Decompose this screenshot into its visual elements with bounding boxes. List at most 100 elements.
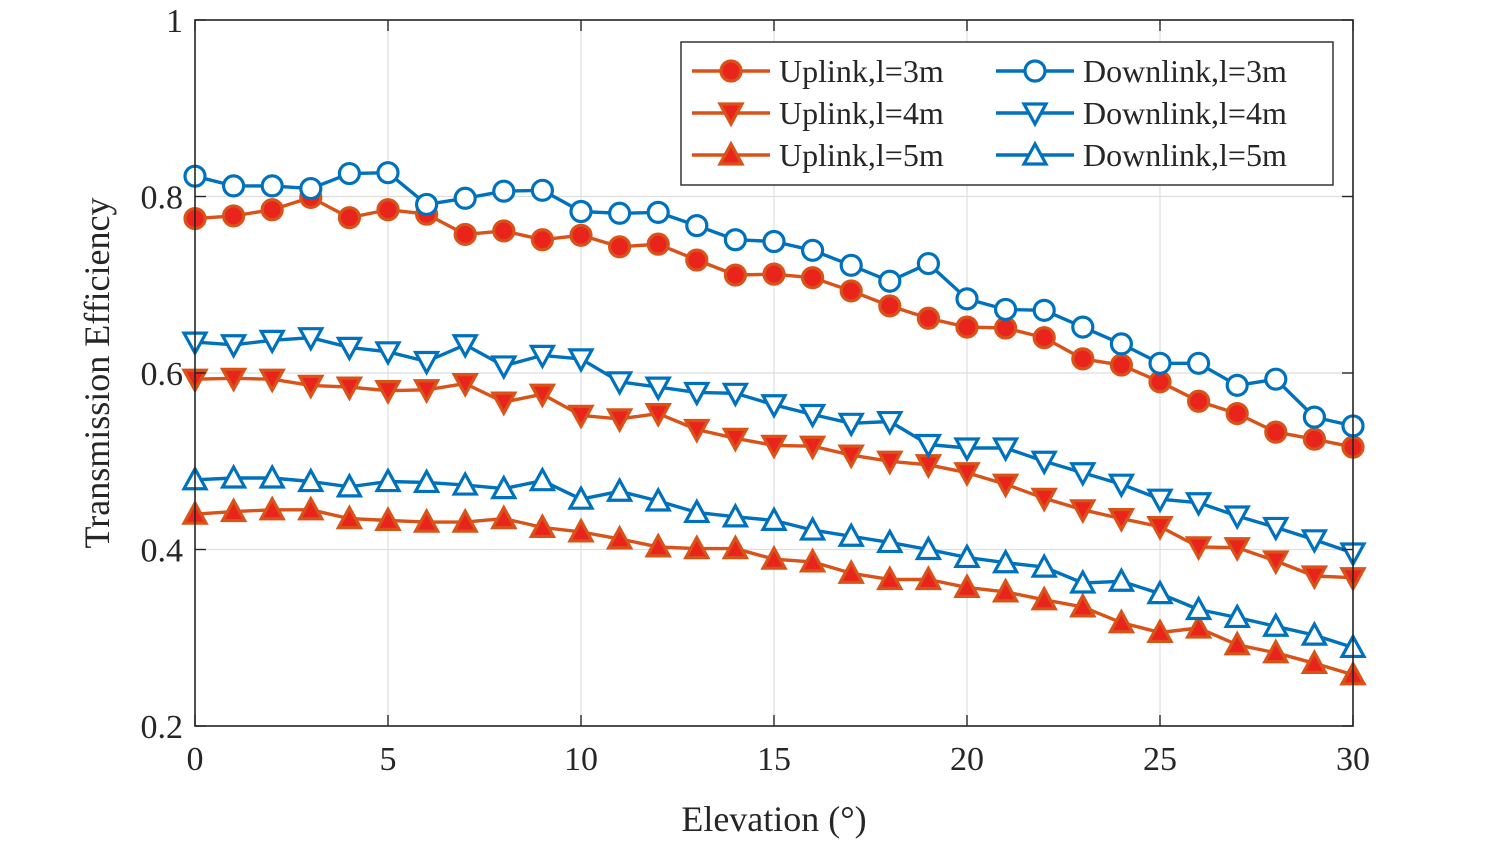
data-point-uplink-l-3m bbox=[1264, 420, 1288, 444]
data-point-uplink-l-4m bbox=[297, 374, 325, 400]
data-point-downlink-l-5m bbox=[760, 506, 788, 531]
data-point-downlink-l-4m bbox=[1223, 505, 1251, 531]
data-point-downlink-l-3m bbox=[685, 214, 709, 238]
data-point-uplink-l-5m bbox=[451, 507, 479, 533]
data-point-downlink-l-3m bbox=[1302, 405, 1327, 429]
series-uplink-l-4m bbox=[181, 367, 1367, 593]
series-downlink-l-4m bbox=[181, 327, 1367, 568]
data-point-downlink-l-5m bbox=[605, 476, 634, 502]
data-point-uplink-l-3m bbox=[1109, 353, 1134, 377]
data-point-uplink-l-4m bbox=[605, 408, 634, 434]
data-point-downlink-l-3m bbox=[607, 201, 632, 225]
data-point-downlink-l-5m bbox=[1146, 579, 1174, 605]
data-point-downlink-l-3m bbox=[222, 174, 246, 198]
data-point-uplink-l-5m bbox=[374, 506, 402, 531]
data-point-uplink-l-3m bbox=[569, 223, 593, 247]
data-point-uplink-l-3m bbox=[607, 235, 632, 259]
data-point-downlink-l-5m bbox=[1184, 595, 1213, 621]
data-point-downlink-l-5m bbox=[374, 467, 402, 493]
data-point-uplink-l-5m bbox=[876, 565, 904, 591]
data-point-downlink-l-4m bbox=[219, 334, 248, 360]
data-point-uplink-l-5m bbox=[991, 577, 1020, 603]
data-point-uplink-l-3m bbox=[1225, 401, 1249, 426]
series-downlink-l-5m bbox=[181, 463, 1367, 659]
data-point-downlink-l-5m bbox=[914, 535, 943, 561]
data-point-uplink-l-5m bbox=[1069, 592, 1097, 618]
legend-item-uplink-l-5m: Uplink,l=5m bbox=[692, 137, 944, 173]
data-point-downlink-l-5m bbox=[837, 521, 865, 547]
data-point-uplink-l-5m bbox=[490, 504, 518, 530]
data-point-uplink-l-4m bbox=[1184, 536, 1213, 562]
data-point-downlink-l-4m bbox=[335, 336, 364, 362]
legend-item-uplink-l-4m: Uplink,l=4m bbox=[692, 95, 944, 131]
data-point-uplink-l-4m bbox=[451, 372, 479, 398]
data-point-uplink-l-3m bbox=[646, 232, 670, 256]
data-point-downlink-l-4m bbox=[721, 382, 750, 408]
y-tick-label: 1 bbox=[166, 3, 183, 40]
data-point-uplink-l-5m bbox=[1262, 638, 1290, 664]
data-point-uplink-l-4m bbox=[837, 444, 865, 470]
data-point-downlink-l-5m bbox=[1300, 620, 1329, 646]
series-layer bbox=[181, 161, 1367, 686]
data-point-downlink-l-3m bbox=[1264, 367, 1288, 391]
data-point-uplink-l-4m bbox=[644, 402, 672, 428]
data-point-uplink-l-5m bbox=[605, 524, 634, 550]
data-point-uplink-l-4m bbox=[798, 435, 827, 461]
legend-item-downlink-l-4m: Downlink,l=4m bbox=[996, 95, 1287, 131]
data-point-downlink-l-4m bbox=[644, 376, 672, 402]
data-point-downlink-l-4m bbox=[1300, 529, 1329, 555]
data-point-downlink-l-4m bbox=[683, 381, 711, 407]
legend-marker-downlink-l-5m bbox=[1021, 140, 1049, 166]
data-point-uplink-l-4m bbox=[412, 379, 441, 405]
legend-marker-downlink-l-3m bbox=[1023, 59, 1047, 83]
data-point-uplink-l-5m bbox=[567, 517, 595, 543]
data-point-downlink-l-3m bbox=[916, 251, 941, 276]
data-point-downlink-l-3m bbox=[569, 199, 593, 224]
legend-label-downlink-l-5m: Downlink,l=5m bbox=[1083, 137, 1287, 173]
data-point-downlink-l-4m bbox=[914, 433, 943, 459]
legend-label-uplink-l-4m: Uplink,l=4m bbox=[779, 95, 944, 131]
data-point-downlink-l-4m bbox=[991, 437, 1020, 463]
x-tick-label: 30 bbox=[1336, 741, 1370, 778]
data-point-downlink-l-4m bbox=[1146, 488, 1174, 514]
legend-marker-uplink-l-5m bbox=[717, 140, 745, 166]
data-point-downlink-l-3m bbox=[1148, 351, 1172, 375]
data-point-uplink-l-3m bbox=[685, 248, 709, 272]
data-point-uplink-l-4m bbox=[1146, 515, 1174, 541]
x-tick-label: 20 bbox=[950, 741, 984, 778]
data-point-uplink-l-3m bbox=[878, 294, 902, 318]
data-point-downlink-l-4m bbox=[953, 437, 981, 463]
data-point-uplink-l-4m bbox=[1030, 487, 1058, 513]
legend-item-downlink-l-3m: Downlink,l=3m bbox=[996, 53, 1287, 89]
data-point-downlink-l-5m bbox=[412, 468, 441, 494]
data-point-downlink-l-4m bbox=[567, 348, 595, 374]
x-axis-title: Elevation (°) bbox=[681, 799, 866, 839]
data-point-downlink-l-3m bbox=[415, 192, 439, 217]
x-tick-label: 25 bbox=[1143, 741, 1177, 778]
data-point-uplink-l-3m bbox=[222, 204, 246, 228]
data-point-uplink-l-4m bbox=[1262, 550, 1290, 576]
data-point-uplink-l-5m bbox=[258, 495, 286, 521]
data-point-uplink-l-5m bbox=[412, 507, 441, 533]
data-point-uplink-l-3m bbox=[1071, 347, 1095, 371]
y-tick-label: 0.8 bbox=[141, 180, 184, 217]
legend-marker-downlink-l-4m bbox=[1021, 102, 1049, 128]
data-point-uplink-l-4m bbox=[374, 380, 402, 405]
data-point-uplink-l-4m bbox=[1223, 537, 1251, 563]
data-point-uplink-l-5m bbox=[760, 544, 788, 570]
legend: Uplink,l=3m Uplink,l=4m Uplink,l=5m Downlin… bbox=[680, 41, 1334, 186]
data-point-downlink-l-4m bbox=[798, 403, 827, 429]
data-point-downlink-l-4m bbox=[1107, 473, 1136, 499]
data-point-uplink-l-4m bbox=[335, 376, 364, 402]
legend-item-uplink-l-3m: Uplink,l=3m bbox=[692, 53, 944, 89]
y-tick-label: 0.2 bbox=[141, 709, 184, 746]
data-point-downlink-l-3m bbox=[878, 269, 902, 293]
series-uplink-l-5m bbox=[181, 495, 1367, 686]
data-point-downlink-l-5m bbox=[219, 463, 248, 489]
data-point-uplink-l-3m bbox=[1186, 389, 1211, 413]
data-point-uplink-l-4m bbox=[490, 391, 518, 417]
data-point-uplink-l-5m bbox=[914, 565, 943, 591]
data-point-uplink-l-4m bbox=[683, 418, 711, 444]
data-point-downlink-l-3m bbox=[762, 229, 786, 254]
data-point-uplink-l-3m bbox=[1302, 427, 1327, 451]
